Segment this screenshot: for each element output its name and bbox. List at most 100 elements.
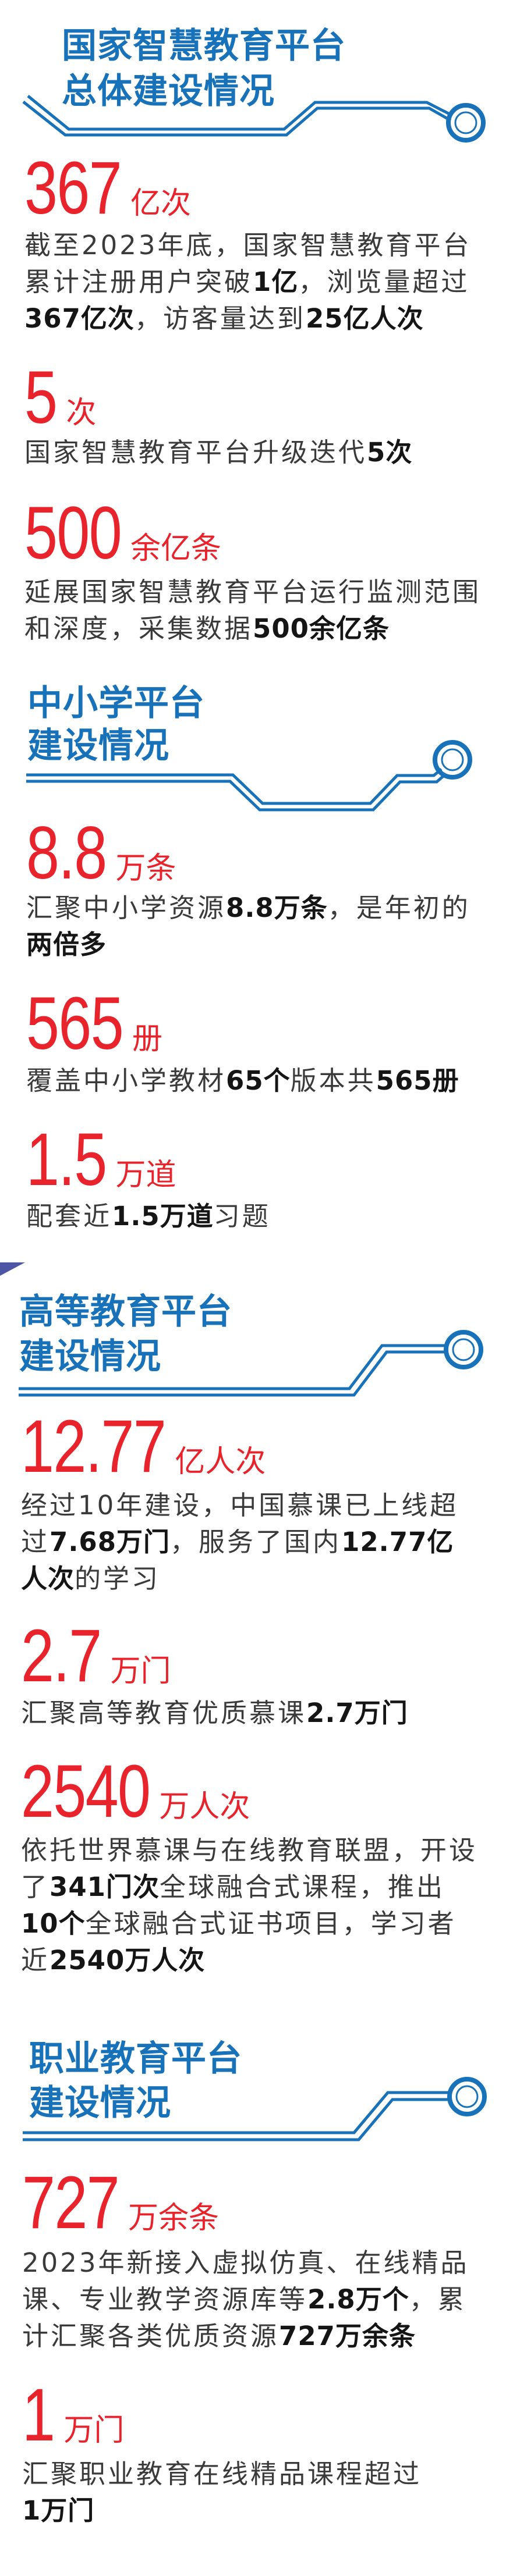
highlight-value: 人次 <box>21 1563 75 1594</box>
circuit-node-inner-icon <box>454 111 477 134</box>
circuit-node-icon <box>433 740 472 780</box>
description-line: 经过10年建设，中国慕课已上线超 <box>21 1487 458 1524</box>
description-line: 汇聚职业教育在线精品课程超过 <box>22 2456 422 2492</box>
stat-unit: 万门 <box>110 1654 171 1689</box>
stat-number: 500 <box>24 492 122 575</box>
description-line: 汇聚高等教育优质慕课2.7万门 <box>21 1695 408 1731</box>
circuit-line <box>22 101 452 137</box>
stat-number: 2540 <box>21 1750 151 1833</box>
description-text: 版本共 <box>290 1065 376 1096</box>
description-text: 了 <box>21 1871 50 1902</box>
stat-number: 1.5 <box>26 1118 107 1201</box>
stat-number: 12.77 <box>21 1405 167 1488</box>
highlight-value: 12.77亿 <box>341 1527 454 1557</box>
highlight-value: 341门次 <box>49 1871 160 1902</box>
description-text: 和深度，采集数据 <box>24 613 253 644</box>
description-line: 累计注册用户突破1亿，浏览量超过 <box>24 264 472 300</box>
highlight-value: 1.5万道 <box>112 1201 214 1232</box>
description-text: ，累 <box>409 2284 466 2315</box>
stat-unit: 册 <box>132 1022 162 1056</box>
stat-number: 367 <box>24 147 122 230</box>
description-line: 两倍多 <box>26 926 470 963</box>
stat-headline: 2540 万人次 <box>21 1755 250 1829</box>
stat-description: 2023年新接入虚拟仿真、在线精品 课、专业教学资源库等2.8万个，累 计汇聚各类优… <box>22 2244 469 2354</box>
section-title-line: 高等教育平台 <box>19 1291 232 1332</box>
description-line: 过7.68万门，服务了国内12.77亿 <box>21 1524 458 1560</box>
highlight-value: 7.68万门 <box>49 1527 171 1557</box>
description-text: 全球融合式课程，推出 <box>159 1871 445 1902</box>
description-text: 2023年新接入虚拟仿真、在线精品 <box>22 2247 469 2278</box>
description-text: ，服务了国内 <box>170 1527 342 1557</box>
description-text: 习题 <box>213 1201 271 1232</box>
stat-description: 汇聚中小学资源8.8万条，是年初的 两倍多 <box>26 889 470 963</box>
description-text: 计汇聚各类优质资源 <box>22 2321 279 2351</box>
stat-headline: 727 万余条 <box>22 2166 219 2240</box>
stat-unit: 万条 <box>115 851 176 886</box>
stat-description: 依托世界慕课与在线教育联盟，开设 了341门次全球融合式课程，推出 10个全球融合式… <box>21 1832 477 1979</box>
stat-description: 国家智慧教育平台升级迭代5次 <box>24 434 412 471</box>
section-title-line: 建设情况 <box>29 2083 171 2123</box>
circuit-node-inner-icon <box>441 748 464 771</box>
description-text: ，访客量达到 <box>134 303 306 334</box>
stat-headline: 367 亿次 <box>24 151 191 226</box>
stat-unit: 万余条 <box>128 2201 219 2236</box>
corner-triangle <box>0 1262 25 1276</box>
description-text: 全球融合式证书项目，学习者 <box>85 1908 457 1939</box>
highlight-value: 2.7万门 <box>306 1698 408 1728</box>
highlight-value: 1万门 <box>22 2495 95 2526</box>
highlight-value: 两倍多 <box>26 929 107 960</box>
circuit-line <box>23 2098 448 2141</box>
section-title-line: 中小学平台 <box>27 683 205 724</box>
highlight-value: 1亿 <box>253 266 299 297</box>
stat-description: 配套近1.5万道习题 <box>26 1198 271 1234</box>
description-text: 过 <box>21 1527 50 1557</box>
stat-number: 727 <box>22 2161 120 2244</box>
stat-number: 8.8 <box>26 812 107 895</box>
stat-unit: 亿人次 <box>175 1444 266 1479</box>
description-text: 配套近 <box>26 1201 112 1232</box>
highlight-value: 5次 <box>367 437 413 468</box>
highlight-value: 25亿人次 <box>305 303 424 334</box>
stat-headline: 1.5 万道 <box>26 1123 176 1197</box>
description-line: 1万门 <box>22 2492 422 2529</box>
section-title-line: 建设情况 <box>19 1336 161 1377</box>
stat-headline: 500 余亿条 <box>24 496 221 571</box>
circuit-node-icon <box>447 2077 487 2116</box>
description-line: 配套近1.5万道习题 <box>26 1198 271 1234</box>
circuit-node-icon <box>446 103 486 143</box>
description-line: 课、专业教学资源库等2.8万个，累 <box>22 2281 469 2318</box>
description-line: 覆盖中小学教材65个版本共565册 <box>26 1062 459 1099</box>
description-text: 近 <box>21 1945 50 1976</box>
highlight-value: 500余亿条 <box>253 613 390 644</box>
circuit-node-inner-icon <box>455 2085 479 2108</box>
highlight-value: 2540万人次 <box>49 1945 206 1976</box>
circuit-line <box>26 768 443 805</box>
description-text: 累计注册用户突破 <box>24 266 253 297</box>
circuit-node-inner-icon <box>452 1338 475 1361</box>
stat-unit: 亿次 <box>130 186 191 221</box>
section-title-line: 建设情况 <box>27 725 169 766</box>
circuit-line <box>19 1344 445 1390</box>
stat-description: 经过10年建设，中国慕课已上线超 过7.68万门，服务了国内12.77亿 人次的学习 <box>21 1487 458 1597</box>
stat-unit: 次 <box>66 396 97 430</box>
highlight-value: 8.8万条 <box>226 892 328 923</box>
stat-number: 565 <box>26 982 124 1065</box>
description-text: 汇聚职业教育在线精品课程超过 <box>22 2458 422 2489</box>
stat-headline: 12.77 亿人次 <box>21 1410 266 1484</box>
description-text: 汇聚中小学资源 <box>26 892 227 923</box>
highlight-value: 2.8万个 <box>307 2284 409 2315</box>
circuit-line <box>27 95 451 131</box>
section-title-line: 国家智慧教育平台 <box>62 26 346 66</box>
stat-description: 截至2023年底，国家智慧教育平台 累计注册用户突破1亿，浏览量超过 367亿次，访… <box>24 227 472 337</box>
description-line: 国家智慧教育平台升级迭代5次 <box>24 434 412 471</box>
highlight-value: 565册 <box>376 1065 459 1096</box>
description-text: 国家智慧教育平台升级迭代 <box>24 437 367 468</box>
description-text: 经过10年建设，中国慕课已上线超 <box>21 1490 459 1521</box>
description-line: 计汇聚各类优质资源727万余条 <box>22 2318 469 2354</box>
stat-number: 5 <box>24 356 58 439</box>
description-line: 10个全球融合式证书项目，学习者 <box>21 1905 477 1942</box>
description-text: ，浏览量超过 <box>298 266 470 297</box>
description-line: 了341门次全球融合式课程，推出 <box>21 1869 477 1905</box>
